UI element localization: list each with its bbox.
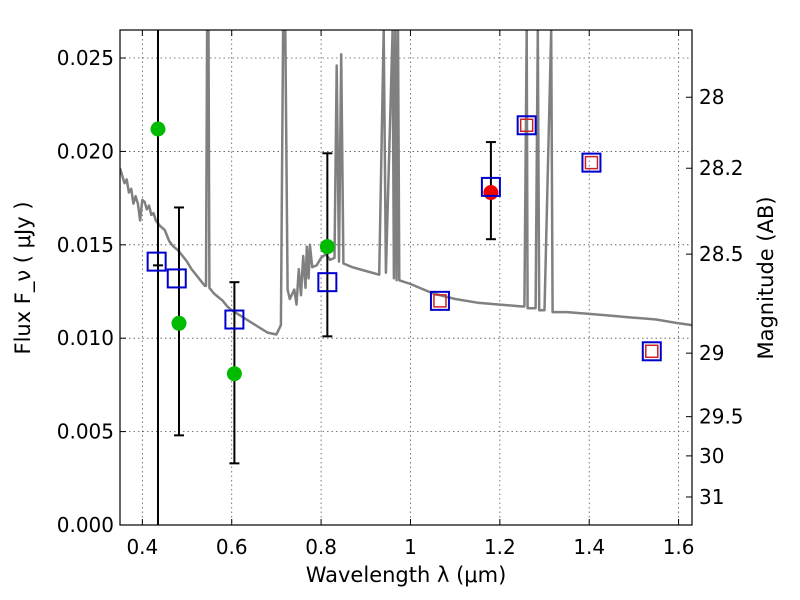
plot-frame	[119, 29, 693, 526]
y-tick-label: 0.005	[57, 420, 114, 444]
x-tick-label: 1	[404, 535, 417, 559]
x-tick-label: 1.6	[663, 535, 695, 559]
data-point-square	[146, 251, 167, 272]
tick-layer: 0.4 0.6 0.8 1 1.2 1.4 1.6 0.000 0.005 0.010 0.015 0…	[57, 30, 744, 559]
data-point-circle	[319, 239, 335, 255]
y2-tick-label: 28.2	[699, 156, 744, 180]
errorbar-layer	[152, 30, 496, 525]
data-point-circle	[150, 121, 166, 137]
data-point-square	[480, 176, 501, 197]
data-point-square	[317, 272, 338, 293]
data-point-square	[166, 268, 187, 289]
data-point-small-square	[433, 294, 447, 308]
y2-tick-label: 28.5	[699, 242, 744, 266]
y2-axis-label: Magnitude (AB)	[754, 196, 778, 359]
data-point-square	[224, 309, 245, 330]
data-point-square	[429, 290, 450, 311]
x-tick-label: 1.2	[484, 535, 516, 559]
grid	[120, 30, 692, 526]
data-point-circle	[171, 315, 187, 331]
data-point-square	[516, 115, 537, 136]
x-tick-label: 0.8	[305, 535, 337, 559]
y2-tick-label: 29	[699, 341, 724, 365]
spectrum-layer	[120, 30, 692, 336]
y-tick-label: 0.020	[57, 139, 114, 163]
data-point-square	[581, 152, 602, 173]
y2-tick-label: 29.5	[699, 405, 744, 429]
x-axis-label: Wavelength λ (μm)	[306, 563, 507, 587]
y2-tick-label: 31	[699, 485, 724, 509]
y2-tick-label: 28	[699, 85, 724, 109]
y-tick-label: 0.010	[57, 326, 114, 350]
y-axis-label: Flux F_ν ( μJy )	[11, 201, 36, 354]
data-point-circle	[483, 185, 499, 201]
y-tick-label: 0.000	[57, 513, 114, 537]
x-tick-label: 0.4	[126, 535, 158, 559]
spectrum-line	[120, 30, 692, 336]
y2-tick-label: 30	[699, 444, 724, 468]
x-tick-label: 1.4	[573, 535, 605, 559]
data-point-small-square	[519, 118, 534, 133]
data-point-circle	[226, 366, 242, 382]
x-tick-label: 0.6	[216, 535, 248, 559]
marker-layer	[146, 115, 662, 382]
data-point-square	[641, 341, 662, 362]
data-point-small-square	[584, 155, 599, 170]
y-tick-label: 0.015	[57, 233, 114, 257]
data-point-small-square	[645, 344, 659, 359]
y-tick-label: 0.025	[57, 46, 114, 70]
